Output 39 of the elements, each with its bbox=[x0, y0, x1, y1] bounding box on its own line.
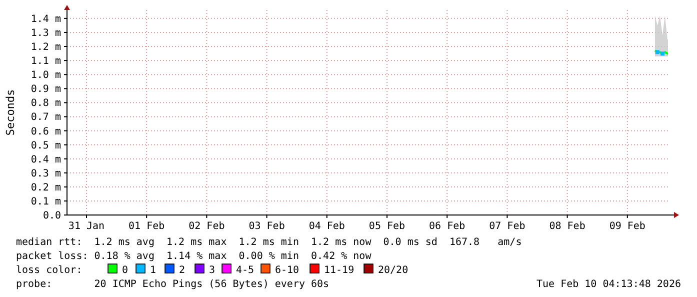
legend-label: 4-5 bbox=[236, 265, 254, 276]
y-tick-label: 1.3 m bbox=[30, 28, 61, 39]
x-tick-label: 08 Feb bbox=[549, 221, 586, 232]
y-tick-label: 1.0 m bbox=[30, 70, 61, 82]
x-tick-label: 03 Feb bbox=[248, 221, 285, 232]
legend-title: loss color: bbox=[16, 265, 82, 276]
y-tick-label: 0.4 m bbox=[30, 154, 61, 166]
x-tick-label: 02 Feb bbox=[188, 221, 225, 232]
legend-label: 11-19 bbox=[324, 265, 354, 276]
y-tick-label: 1.1 m bbox=[30, 56, 61, 68]
y-tick-label: 0.8 m bbox=[30, 98, 61, 110]
text: packet loss: 0.18 % avg 1.14 % max 0.00 % min 0.42 % now bbox=[16, 251, 372, 262]
x-tick-label: 09 Feb bbox=[609, 221, 646, 232]
legend-label: 6-10 bbox=[275, 265, 300, 276]
x-tick-label: 05 Feb bbox=[368, 221, 406, 232]
y-tick-label: 0.7 m bbox=[30, 112, 61, 124]
x-tick-label: 06 Feb bbox=[429, 221, 466, 232]
x-tick-label: 01 Feb bbox=[128, 221, 165, 232]
legend-label: 0 bbox=[122, 265, 128, 276]
y-tick-label: 0.9 m bbox=[30, 84, 61, 96]
x-tick-label: 07 Feb bbox=[489, 221, 526, 232]
text: median rtt: 1.2 ms avg 1.2 ms max 1.2 ms min 1.2 ms now 0.0 ms sd 167.8 am/s bbox=[16, 237, 522, 248]
legend-label: 3 bbox=[209, 265, 216, 276]
text: probe: 20 ICMP Echo Pings (56 Bytes) every 60s bbox=[16, 279, 330, 290]
legend-label: 20/20 bbox=[378, 265, 408, 276]
legend-label: 1 bbox=[150, 265, 156, 276]
x-tick-label: 04 Feb bbox=[308, 221, 345, 232]
y-axis-title: Seconds bbox=[4, 89, 17, 136]
y-tick-label: 1.4 m bbox=[30, 14, 61, 25]
y-tick-label: 0.1 m bbox=[30, 196, 61, 208]
x-tick-label: 31 Jan bbox=[68, 221, 105, 232]
legend-label: 2 bbox=[179, 265, 186, 276]
y-tick-label: 0.6 m bbox=[30, 126, 61, 138]
y-tick-label: 0.0 bbox=[42, 210, 61, 222]
y-tick-label: 1.2 m bbox=[30, 42, 61, 54]
y-tick-label: 0.3 m bbox=[30, 168, 61, 180]
y-tick-label: 0.2 m bbox=[30, 182, 61, 194]
y-tick-label: 0.5 m bbox=[30, 140, 61, 152]
text: Tue Feb 10 04:13:48 2026 bbox=[536, 279, 681, 290]
